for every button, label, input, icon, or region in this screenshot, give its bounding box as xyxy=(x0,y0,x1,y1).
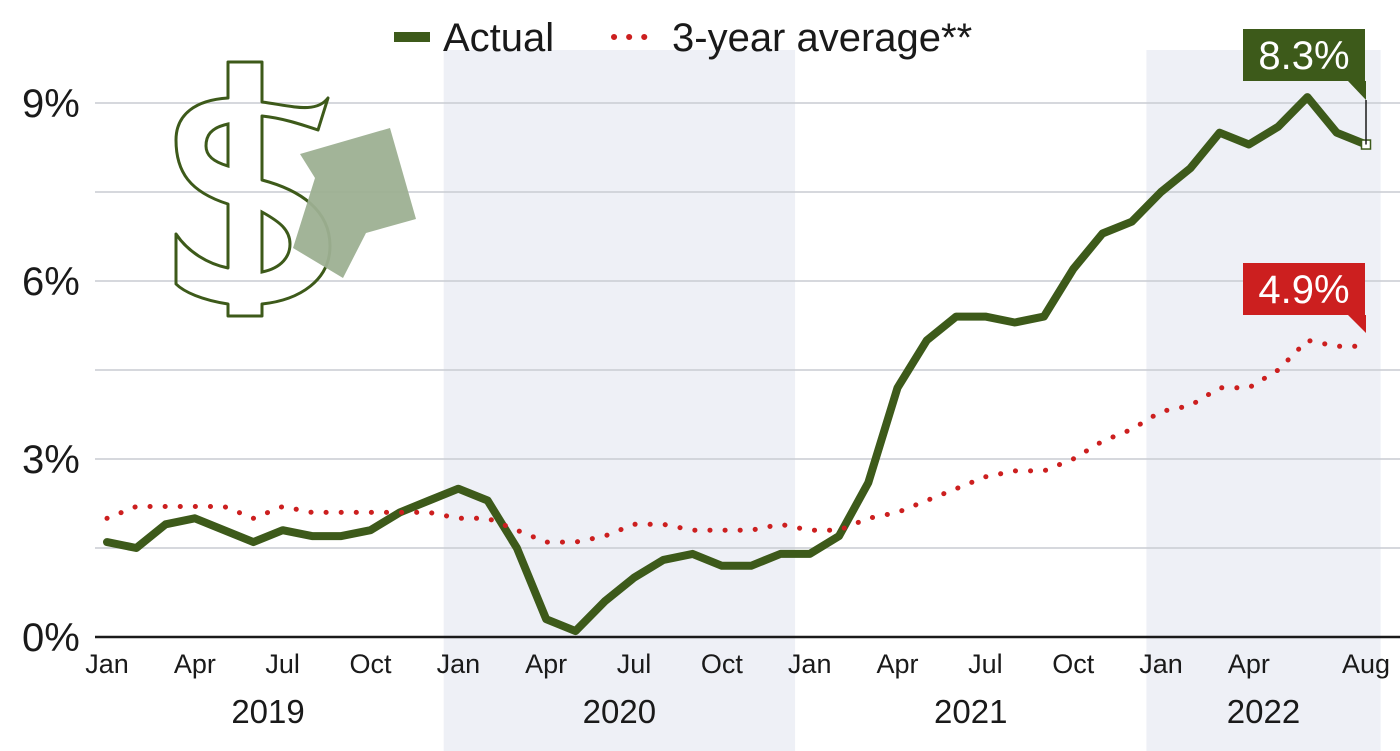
x-axis-year-labels: 2019 2020 2021 2022 xyxy=(231,693,1300,730)
dollar-sign-icon xyxy=(174,60,332,318)
legend-item-3-year-average: 3-year average** xyxy=(611,16,972,60)
legend-swatch-actual xyxy=(394,32,430,42)
x-tick-label: Jan xyxy=(788,649,832,679)
x-tick-label: Jan xyxy=(1139,649,1183,679)
x-tick-label: Jan xyxy=(85,649,129,679)
callout-actual-box xyxy=(1243,29,1365,81)
series-line-actual xyxy=(103,93,1370,636)
x-tick-label: Apr xyxy=(525,649,567,679)
year-label: 2022 xyxy=(1227,693,1300,730)
callout-average: 4.9% xyxy=(1243,263,1366,333)
x-axis-tick-labels: Jan Apr Jul Oct Jan Apr Jul Oct Jan Apr Jul Oct Jan A… xyxy=(85,649,1390,679)
y-tick-label: 0% xyxy=(22,616,80,660)
x-tick-label: Oct xyxy=(1052,649,1095,679)
legend-item-actual: Actual xyxy=(394,16,554,60)
x-tick-label: Jul xyxy=(968,649,1003,679)
x-tick-label: Apr xyxy=(1228,649,1270,679)
year-shade-2022 xyxy=(1146,50,1381,751)
x-tick-label: Jul xyxy=(617,649,652,679)
value-callouts: 8.3% 4.9% xyxy=(1243,29,1367,333)
callout-actual-pointer xyxy=(1348,81,1366,100)
y-tick-label: 9% xyxy=(22,82,80,126)
year-label: 2019 xyxy=(231,693,304,730)
x-tick-label: Apr xyxy=(877,649,919,679)
callout-actual: 8.3% xyxy=(1243,29,1367,145)
dollar-sign-with-up-arrow-icon xyxy=(174,60,416,318)
callout-actual-text: 8.3% xyxy=(1258,34,1349,78)
legend: Actual 3-year average** xyxy=(394,16,972,60)
year-shade-2020 xyxy=(443,50,796,751)
callout-average-pointer xyxy=(1348,315,1366,333)
x-tick-label: Oct xyxy=(350,649,393,679)
x-tick-label: Oct xyxy=(701,649,744,679)
legend-label-3-year-average: 3-year average** xyxy=(672,16,972,60)
x-tick-label: Jul xyxy=(265,649,300,679)
legend-label-actual: Actual xyxy=(443,16,554,60)
x-tick-label: Jan xyxy=(437,649,481,679)
year-label: 2020 xyxy=(583,693,656,730)
x-tick-label: Apr xyxy=(174,649,216,679)
callout-average-box xyxy=(1243,263,1365,315)
up-arrow-icon xyxy=(293,128,416,278)
y-axis-tick-labels: 0% 3% 6% 9% xyxy=(22,82,80,660)
x-tick-label: Aug xyxy=(1342,649,1390,679)
year-label: 2021 xyxy=(934,693,1007,730)
callout-average-text: 4.9% xyxy=(1258,268,1349,312)
y-tick-label: 6% xyxy=(22,260,80,304)
y-tick-label: 3% xyxy=(22,438,80,482)
year-shading xyxy=(443,50,1381,751)
